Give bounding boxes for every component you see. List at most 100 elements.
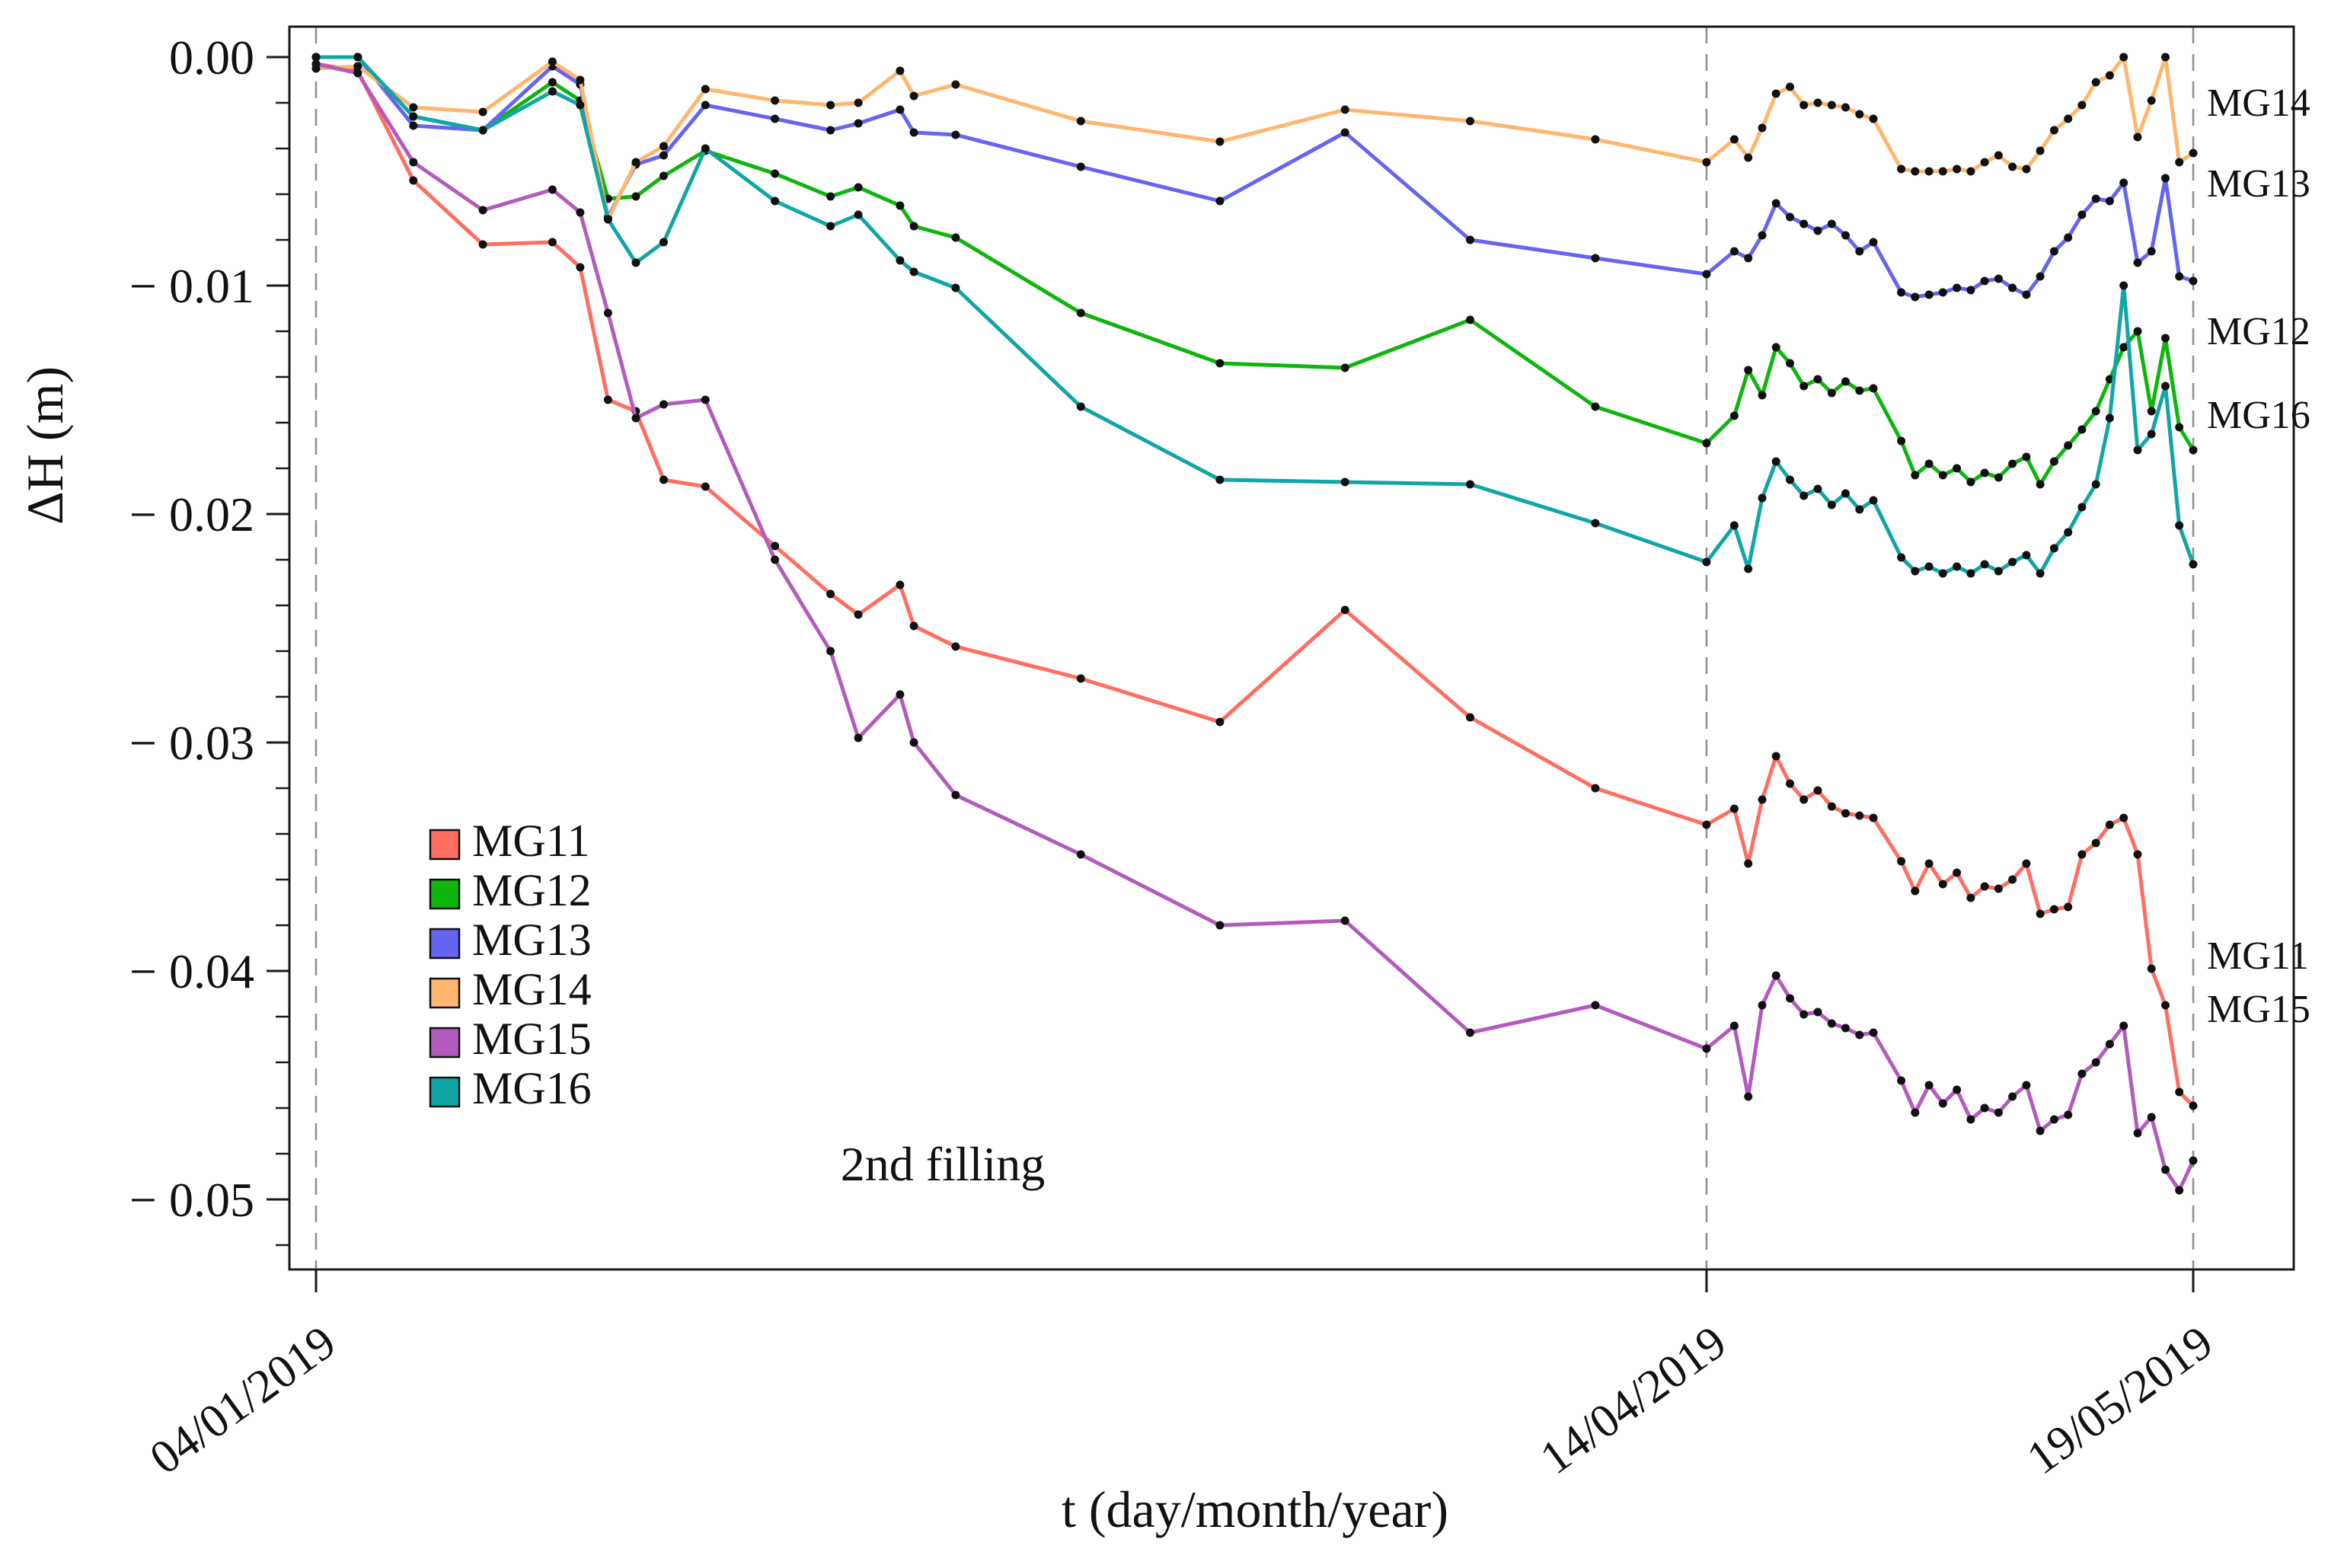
data-point-MG11: [1466, 713, 1474, 722]
data-point-MG14: [631, 158, 640, 167]
data-point-MG11: [1841, 809, 1850, 818]
data-point-MG16: [1855, 505, 1864, 514]
data-point-MG11: [2105, 820, 2114, 829]
data-point-MG12: [1076, 308, 1085, 318]
data-point-MG13: [909, 128, 918, 137]
data-point-MG16: [1938, 569, 1947, 578]
data-point-MG14: [1466, 117, 1474, 126]
data-point-MG14: [2077, 101, 2087, 110]
data-point-MG12: [1841, 377, 1850, 386]
data-point-MG15: [826, 647, 835, 656]
data-point-MG15: [353, 69, 362, 78]
data-point-MG11: [1340, 605, 1349, 615]
y-axis-title: ΔH (m): [16, 366, 74, 525]
data-point-MG16: [1744, 564, 1753, 573]
data-point-MG14: [1744, 153, 1753, 162]
data-point-MG11: [1729, 804, 1739, 813]
data-point-MG16: [1215, 475, 1225, 484]
data-point-MG14: [951, 80, 960, 89]
data-point-MG16: [1340, 477, 1349, 487]
y-tick-label-3: − 0.03: [129, 716, 254, 770]
data-point-MG16: [353, 53, 362, 62]
data-point-MG12: [1953, 464, 1962, 473]
data-point-MG16: [2119, 281, 2128, 290]
data-point-MG15: [1869, 1028, 1878, 1037]
data-point-MG11: [1938, 880, 1947, 889]
data-point-MG15: [1994, 1108, 2003, 1117]
data-point-MG11: [1744, 859, 1753, 868]
data-point-MG15: [2147, 1113, 2156, 1122]
legend-swatch-MG16: [429, 1076, 461, 1108]
data-point-MG15: [1758, 1001, 1767, 1010]
data-point-MG13: [1340, 128, 1349, 137]
data-point-MG11: [2119, 813, 2128, 822]
data-point-MG12: [2119, 343, 2128, 352]
data-point-MG13: [1799, 219, 1809, 228]
data-point-MG15: [2133, 1129, 2142, 1138]
data-point-MG15: [701, 395, 710, 404]
data-point-MG12: [1855, 386, 1864, 395]
data-point-MG11: [1215, 717, 1225, 727]
plot-border: [288, 25, 2295, 1271]
data-point-MG11: [951, 642, 960, 651]
data-point-MG14: [1702, 158, 1711, 167]
data-point-MG15: [603, 308, 612, 318]
data-point-MG16: [1953, 562, 1962, 571]
data-point-MG16: [2036, 569, 2045, 578]
data-point-MG16: [2161, 382, 2170, 391]
legend-label-MG12: MG12: [472, 865, 592, 915]
data-point-MG15: [896, 690, 905, 699]
data-point-MG14: [1799, 101, 1809, 110]
series-end-label-MG16: MG16: [2207, 394, 2310, 437]
legend-label-MG16: MG16: [472, 1063, 592, 1113]
data-point-MG15: [2022, 1081, 2031, 1090]
data-point-MG15: [2008, 1092, 2017, 1101]
data-point-MG16: [409, 112, 418, 121]
series-end-label-MG12: MG12: [2207, 310, 2310, 353]
data-point-MG14: [2064, 114, 2073, 123]
data-point-MG13: [1994, 274, 2003, 283]
data-point-MG13: [2049, 247, 2058, 256]
data-point-MG16: [896, 256, 905, 265]
data-point-MG13: [1702, 270, 1711, 279]
data-point-MG16: [2133, 445, 2142, 455]
data-point-MG16: [1813, 484, 1822, 493]
data-point-MG15: [409, 158, 418, 167]
data-point-MG14: [1855, 110, 1864, 119]
data-point-MG14: [1966, 167, 1975, 176]
legend-item-MG16: MG16: [429, 1063, 592, 1113]
data-point-MG16: [826, 222, 835, 231]
data-point-MG14: [1924, 167, 1934, 176]
data-point-MG15: [1702, 1044, 1711, 1053]
data-point-MG14: [1729, 135, 1739, 144]
data-point-MG16: [478, 126, 487, 135]
data-point-MG12: [1758, 391, 1767, 400]
data-point-MG15: [1340, 916, 1349, 925]
data-point-MG11: [771, 541, 780, 551]
data-point-MG15: [2077, 1069, 2087, 1078]
data-point-MG16: [631, 258, 640, 267]
data-point-MG15: [1827, 1019, 1836, 1028]
legend-swatch-MG13: [429, 928, 461, 960]
data-point-MG15: [771, 555, 780, 564]
data-point-MG15: [2189, 1156, 2198, 1165]
data-point-MG12: [2077, 425, 2087, 434]
data-point-MG14: [2049, 126, 2058, 135]
data-point-MG16: [1591, 519, 1600, 528]
data-point-MG11: [701, 482, 710, 491]
data-point-MG13: [1911, 292, 1920, 302]
data-point-MG16: [1786, 475, 1794, 484]
data-point-MG15: [2161, 1165, 2170, 1174]
data-point-MG15: [1591, 1001, 1600, 1010]
data-point-MG15: [548, 185, 557, 194]
data-point-MG12: [2064, 441, 2073, 450]
data-point-MG14: [826, 101, 835, 110]
data-point-MG14: [1994, 151, 2003, 160]
data-point-MG15: [1953, 1085, 1962, 1094]
legend-label-MG15: MG15: [472, 1014, 592, 1064]
data-point-MG14: [2008, 162, 2017, 171]
gridline-layer: [315, 27, 2195, 1269]
legend-swatch-MG14: [429, 977, 461, 1009]
